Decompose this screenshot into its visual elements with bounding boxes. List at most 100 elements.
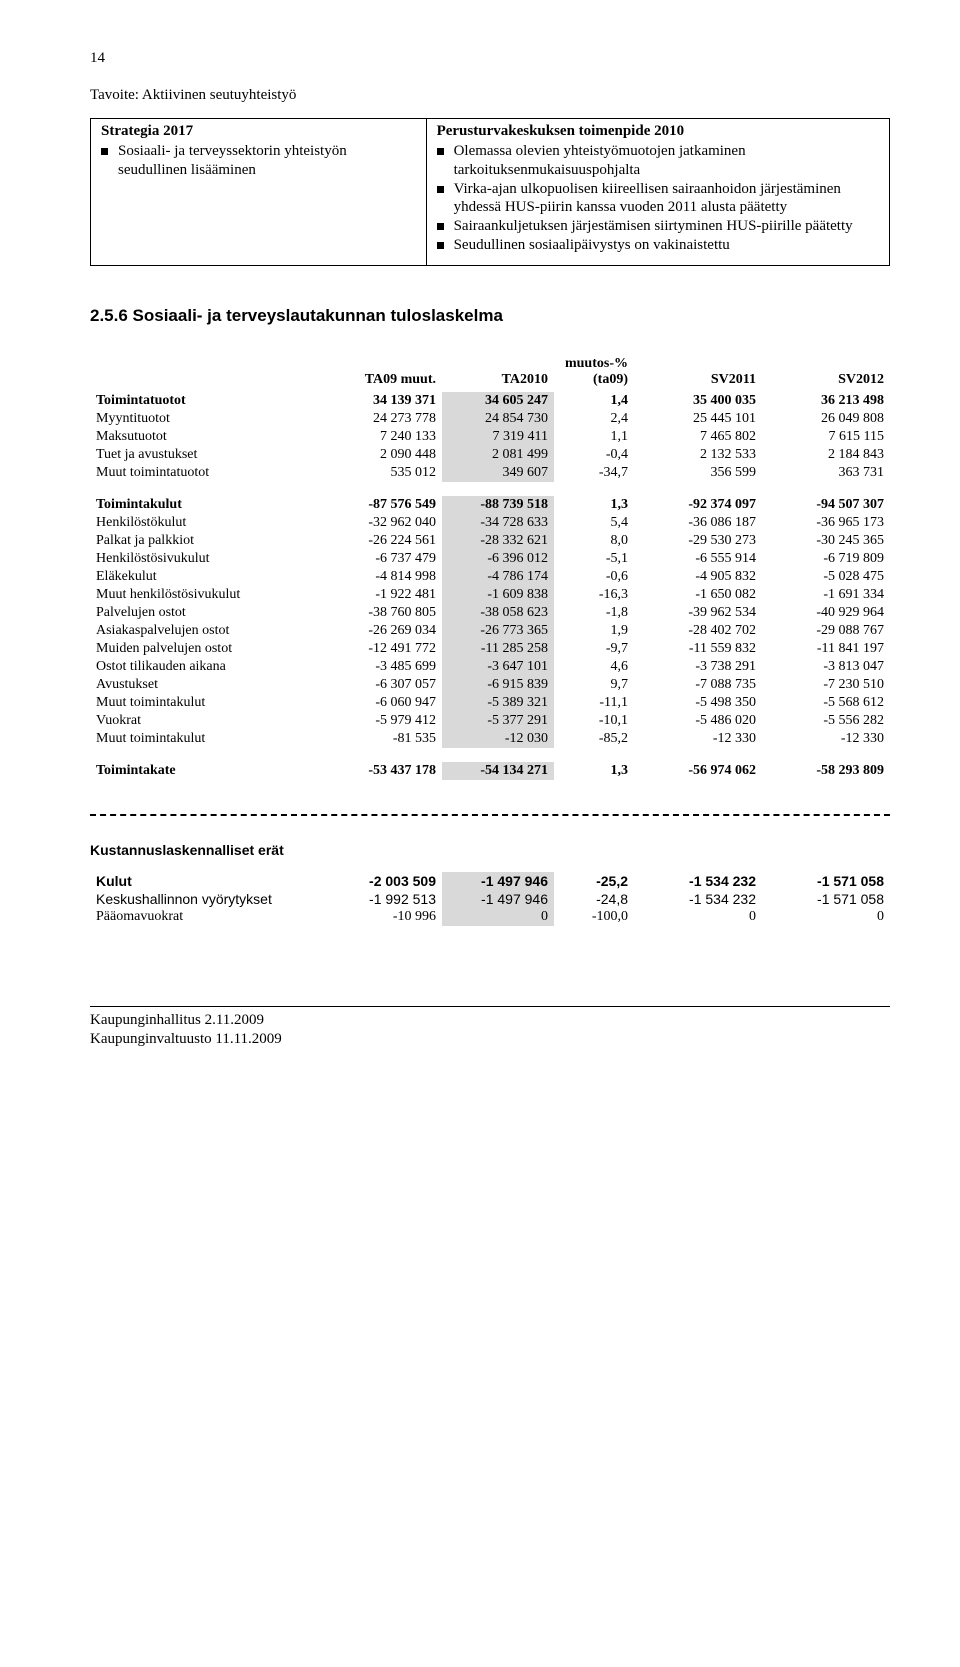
cell-value: -10,1 [554, 712, 634, 730]
cell-value: -12 491 772 [330, 640, 442, 658]
cell-value: -1,8 [554, 604, 634, 622]
cell-value: 2 081 499 [442, 446, 554, 464]
cell-value: -5 979 412 [330, 712, 442, 730]
cell-value: -30 245 365 [762, 532, 890, 550]
cell-value: 1,3 [554, 762, 634, 780]
cell-value: -29 088 767 [762, 622, 890, 640]
cell-value: 7 465 802 [634, 428, 762, 446]
cell-value: -2 003 509 [330, 872, 442, 890]
table-row: Muut toimintakulut-81 535-12 030-85,2-12… [90, 730, 890, 748]
cell-value: -32 962 040 [330, 514, 442, 532]
column-header [90, 356, 330, 392]
cell-value: -5,1 [554, 550, 634, 568]
row-label: Muut toimintakulut [90, 694, 330, 712]
cell-value: -53 437 178 [330, 762, 442, 780]
dashed-separator [90, 814, 890, 816]
goal-heading: Tavoite: Aktiivinen seutuyhteistyö [90, 87, 890, 104]
cell-value: -39 962 534 [634, 604, 762, 622]
cell-value: -87 576 549 [330, 496, 442, 514]
row-label: Asiakaspalvelujen ostot [90, 622, 330, 640]
cell-value: 7 240 133 [330, 428, 442, 446]
cell-value: -34 728 633 [442, 514, 554, 532]
cell-value: -24,8 [554, 890, 634, 908]
cell-value: -36 965 173 [762, 514, 890, 532]
cell-value: -26 773 365 [442, 622, 554, 640]
cell-value: 1,4 [554, 392, 634, 410]
cell-value: -38 058 623 [442, 604, 554, 622]
cell-value: -5 028 475 [762, 568, 890, 586]
row-label: Toimintakulut [90, 496, 330, 514]
cell-value: -1 922 481 [330, 586, 442, 604]
table-row: Ostot tilikauden aikana-3 485 699-3 647 … [90, 658, 890, 676]
cell-value: 2 132 533 [634, 446, 762, 464]
row-label: Eläkekulut [90, 568, 330, 586]
bullet-item: Virka-ajan ulkopuolisen kiireellisen sai… [437, 180, 879, 218]
cell-value: -6 060 947 [330, 694, 442, 712]
cell-value: 5,4 [554, 514, 634, 532]
cell-value: -12 330 [634, 730, 762, 748]
cell-value: -12 030 [442, 730, 554, 748]
cell-value: -5 556 282 [762, 712, 890, 730]
table-row: Asiakaspalvelujen ostot-26 269 034-26 77… [90, 622, 890, 640]
cell-value: -3 813 047 [762, 658, 890, 676]
cell-value: -26 269 034 [330, 622, 442, 640]
footer-line-2: Kaupunginvaltuusto 11.11.2009 [90, 1030, 890, 1050]
cell-value: -0,6 [554, 568, 634, 586]
cell-value: 0 [442, 908, 554, 926]
cell-value: 24 854 730 [442, 410, 554, 428]
row-label: Maksutuotot [90, 428, 330, 446]
cell-value: -0,4 [554, 446, 634, 464]
cell-value: -12 330 [762, 730, 890, 748]
bullet-text: Virka-ajan ulkopuolisen kiireellisen sai… [454, 180, 879, 218]
table-row: Kulut-2 003 509-1 497 946-25,2-1 534 232… [90, 872, 890, 890]
column-header: TA2010 [442, 356, 554, 392]
cell-value: -5 389 321 [442, 694, 554, 712]
cell-value: -4 905 832 [634, 568, 762, 586]
table-row: Muut henkilöstösivukulut-1 922 481-1 609… [90, 586, 890, 604]
cell-value: -94 507 307 [762, 496, 890, 514]
cell-value: -16,3 [554, 586, 634, 604]
cost-allocation-title: Kustannuslaskennalliset erät [90, 842, 890, 858]
row-label: Myyntituotot [90, 410, 330, 428]
cell-value: -1 571 058 [762, 890, 890, 908]
cell-value: -81 535 [330, 730, 442, 748]
cell-value: 34 139 371 [330, 392, 442, 410]
cell-value: -26 224 561 [330, 532, 442, 550]
cell-value: -38 760 805 [330, 604, 442, 622]
table-row: Eläkekulut-4 814 998-4 786 174-0,6-4 905… [90, 568, 890, 586]
column-header: TA09 muut. [330, 356, 442, 392]
cell-value: -28 332 621 [442, 532, 554, 550]
page-footer: Kaupunginhallitus 2.11.2009 Kaupunginval… [90, 1006, 890, 1050]
cell-value: -1 992 513 [330, 890, 442, 908]
cell-value: -6 555 914 [634, 550, 762, 568]
square-bullet-icon [437, 186, 444, 193]
cell-value: -6 307 057 [330, 676, 442, 694]
cell-value: -6 737 479 [330, 550, 442, 568]
cell-value: -11 285 258 [442, 640, 554, 658]
cell-value: -1 497 946 [442, 872, 554, 890]
cell-value: -36 086 187 [634, 514, 762, 532]
row-label: Henkilöstösivukulut [90, 550, 330, 568]
cell-value: -9,7 [554, 640, 634, 658]
row-label: Keskushallinnon vyörytykset [90, 890, 330, 908]
cell-value: -4 814 998 [330, 568, 442, 586]
bullet-text: Olemassa olevien yhteistyömuotojen jatka… [454, 142, 879, 180]
row-label: Toimintakate [90, 762, 330, 780]
cell-value: -6 719 809 [762, 550, 890, 568]
cell-value: -7 230 510 [762, 676, 890, 694]
cell-value: -1 650 082 [634, 586, 762, 604]
row-label: Kulut [90, 872, 330, 890]
footer-line-1: Kaupunginhallitus 2.11.2009 [90, 1011, 890, 1031]
cell-value: 0 [634, 908, 762, 926]
cell-value: -54 134 271 [442, 762, 554, 780]
cell-value: 1,9 [554, 622, 634, 640]
cell-value: 356 599 [634, 464, 762, 482]
cell-value: 1,1 [554, 428, 634, 446]
table-row: Maksutuotot7 240 1337 319 4111,17 465 80… [90, 428, 890, 446]
cell-value: 36 213 498 [762, 392, 890, 410]
square-bullet-icon [101, 148, 108, 155]
cell-value: -11 559 832 [634, 640, 762, 658]
strategy-table: Strategia 2017 Sosiaali- ja terveyssekto… [90, 118, 890, 266]
table-row: Palvelujen ostot-38 760 805-38 058 623-1… [90, 604, 890, 622]
row-label: Muut toimintakulut [90, 730, 330, 748]
